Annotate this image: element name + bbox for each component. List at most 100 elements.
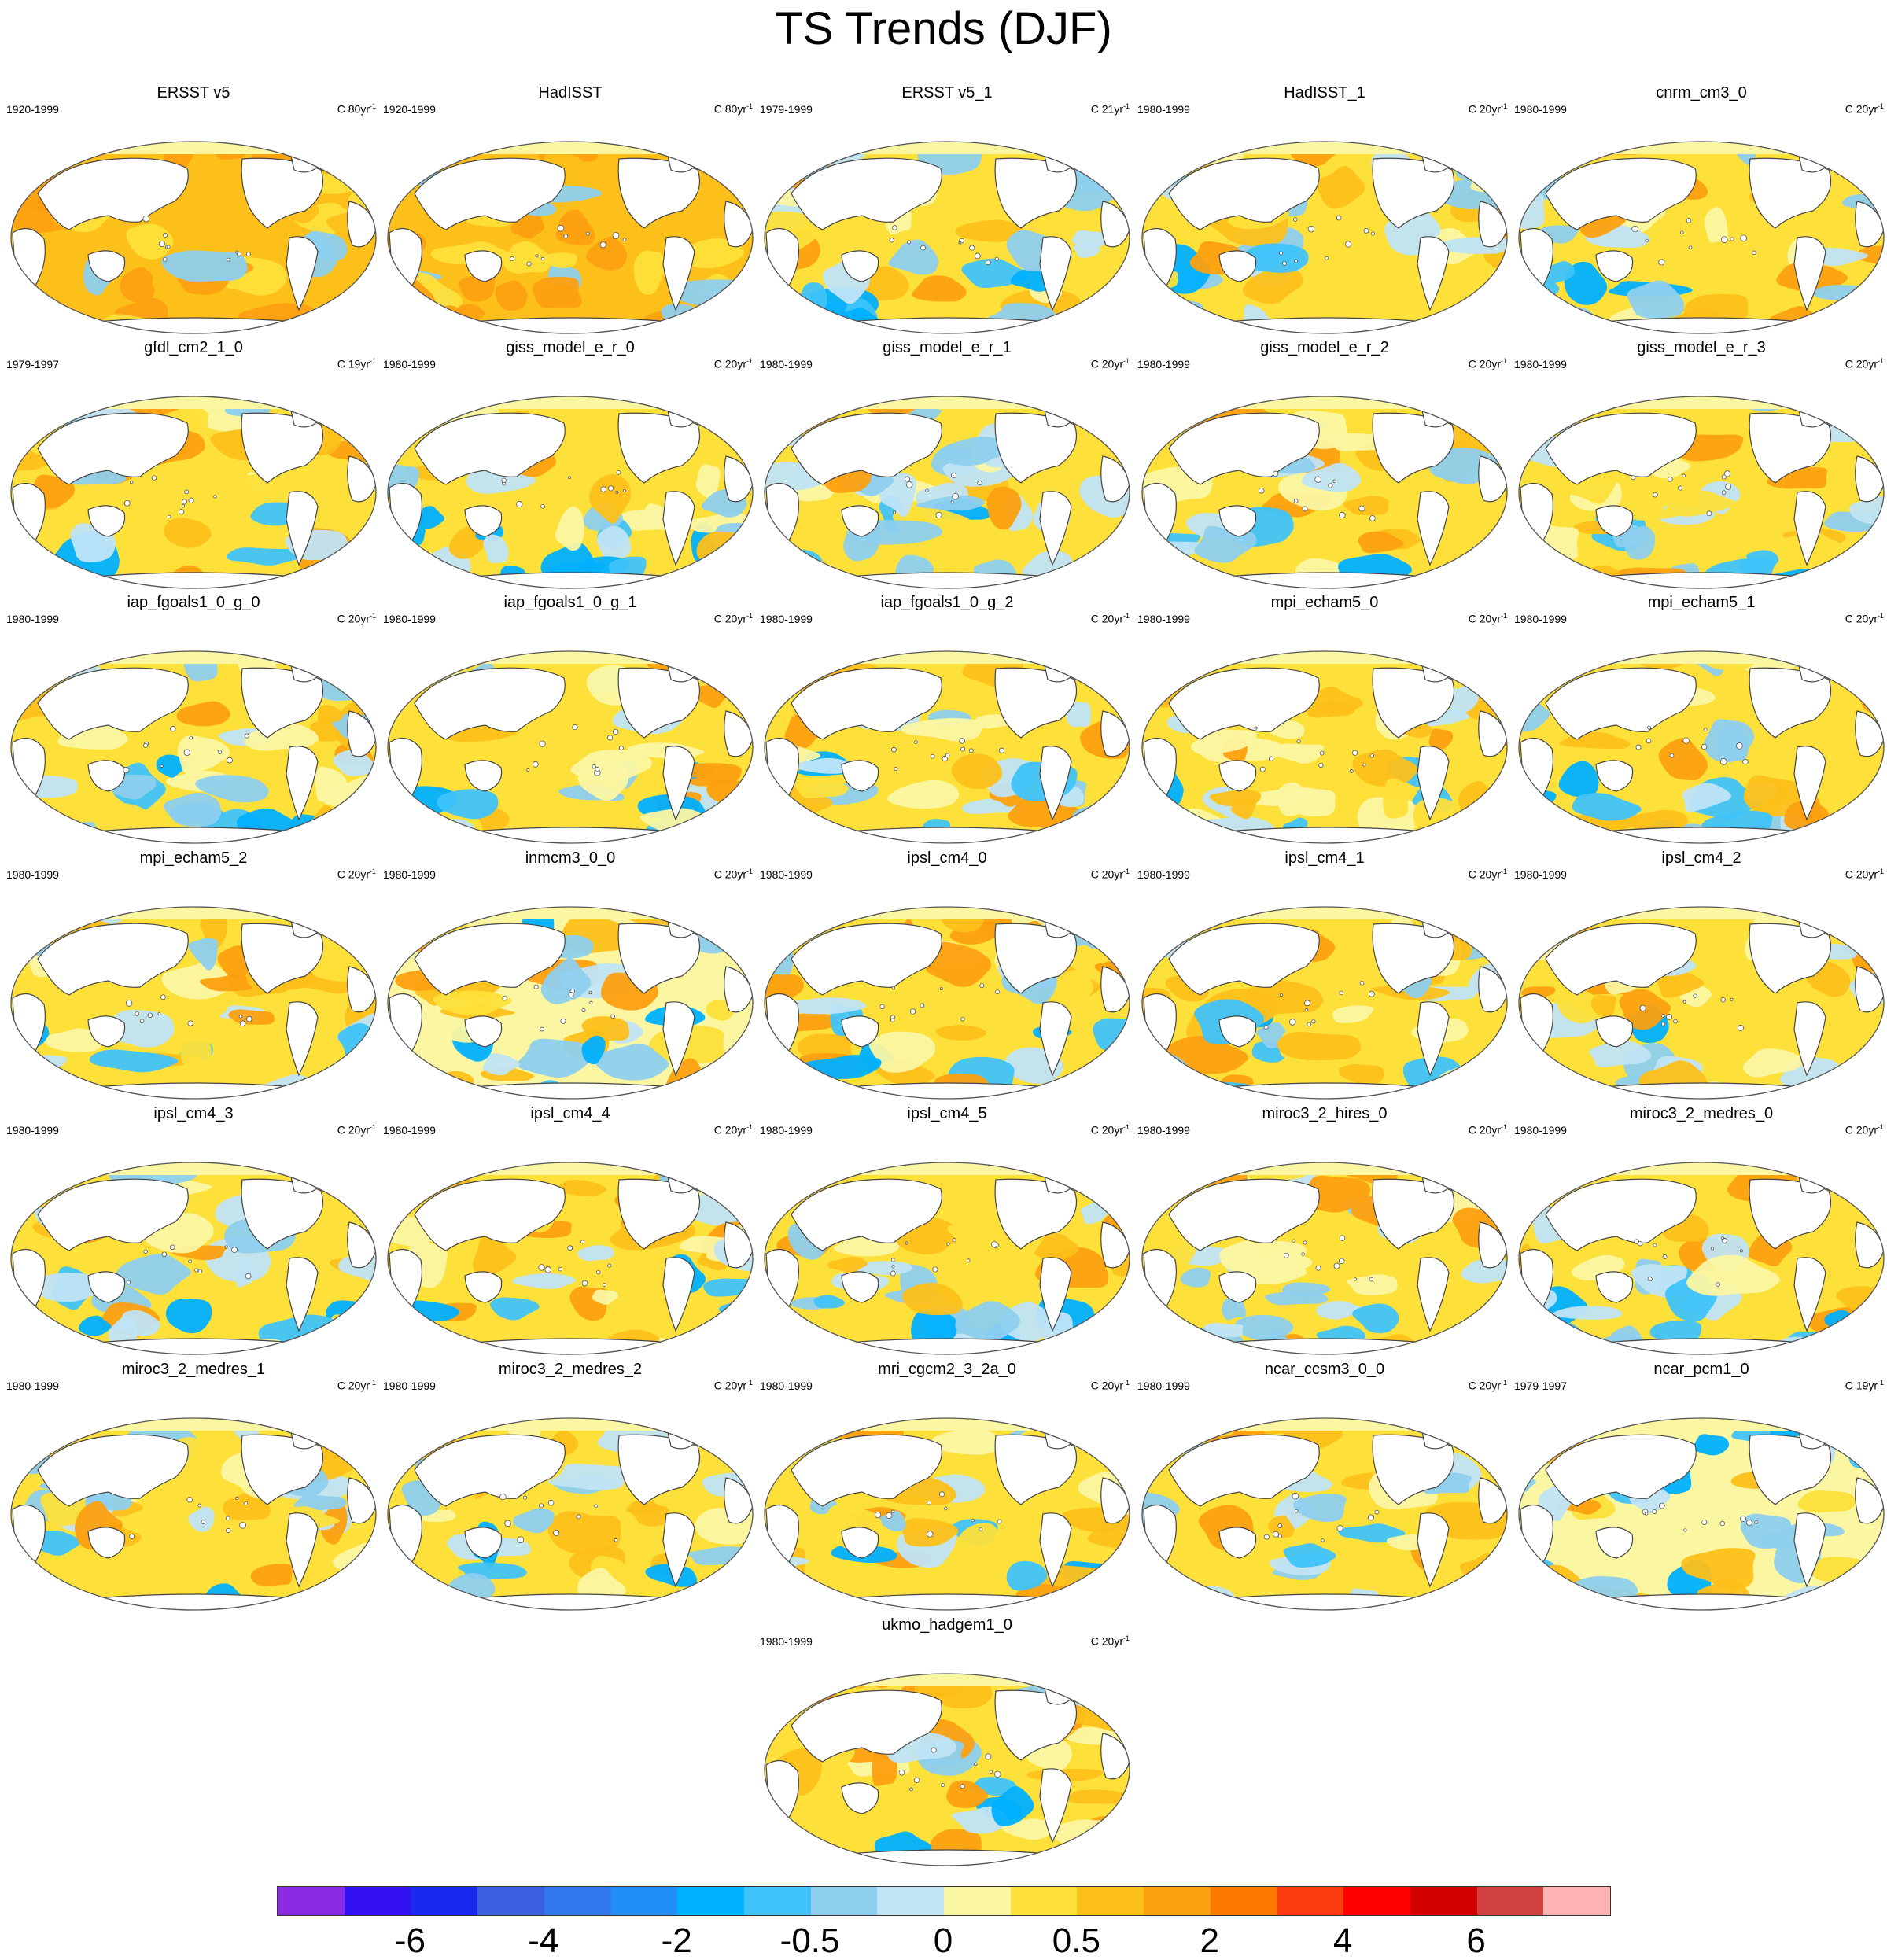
colorbar-swatch xyxy=(1476,1887,1544,1915)
panel-period: 1980-1999 xyxy=(760,1635,813,1648)
panel-title: HadISST_1 xyxy=(1284,84,1365,101)
map-panel: gfdl_cm2_1_0 1979-1997 C 19yr-1 xyxy=(6,338,381,590)
colorbar-tick-label: -4 xyxy=(528,1921,559,1960)
trend-map xyxy=(764,1673,1130,1866)
unit-prefix: C xyxy=(1845,868,1856,881)
unit-suffix: yr xyxy=(1491,102,1501,116)
unit-value: 20 xyxy=(724,868,738,881)
unit-prefix: C xyxy=(1090,868,1102,881)
panel-period: 1980-1999 xyxy=(1137,868,1190,881)
panel-title: ncar_ccsm3_0_0 xyxy=(1264,1361,1385,1378)
unit-prefix: C xyxy=(713,868,725,881)
unit-suffix: yr xyxy=(737,1123,746,1137)
unit-value: 20 xyxy=(1479,1123,1492,1137)
unit-value: 20 xyxy=(724,357,738,370)
colorbar xyxy=(277,1886,1611,1916)
map-panel: giss_model_e_r_1 1980-1999 C 20yr-1 xyxy=(760,338,1134,590)
unit-exponent: -1 xyxy=(1877,1379,1884,1387)
map-panel: ncar_ccsm3_0_0 1980-1999 C 20yr-1 xyxy=(1137,1360,1512,1612)
unit-prefix: C xyxy=(1468,102,1480,116)
map-panel: cnrm_cm3_0 1980-1999 C 20yr-1 xyxy=(1514,83,1887,335)
map-panel: giss_model_e_r_2 1980-1999 C 20yr-1 xyxy=(1137,338,1512,590)
trend-map xyxy=(10,141,377,334)
panel-title: iap_fgoals1_0_g_1 xyxy=(503,594,637,611)
unit-exponent: -1 xyxy=(1122,1379,1130,1387)
panel-period: 1980-1999 xyxy=(1514,358,1567,370)
unit-exponent: -1 xyxy=(746,612,753,620)
unit-prefix: C xyxy=(1845,1123,1856,1137)
panel-period: 1980-1999 xyxy=(6,868,59,881)
unit-value: 80 xyxy=(724,102,738,116)
unit-prefix: C xyxy=(1090,1123,1102,1137)
unit-suffix: yr xyxy=(360,868,370,881)
trend-map xyxy=(1141,1162,1508,1355)
panel-period: 1980-1999 xyxy=(760,613,813,625)
unit-exponent: -1 xyxy=(1122,102,1130,110)
panel-period: 1980-1999 xyxy=(383,1124,436,1137)
unit-value: 20 xyxy=(1856,868,1869,881)
unit-value: 20 xyxy=(1856,1123,1869,1137)
unit-prefix: C xyxy=(1468,357,1480,370)
unit-suffix: yr xyxy=(1114,357,1123,370)
map-panel: ERSST v5_1 1979-1999 C 21yr-1 xyxy=(760,83,1134,335)
panel-units: C 20yr-1 xyxy=(1469,1120,1507,1137)
unit-suffix: yr xyxy=(1114,1634,1123,1648)
panel-title: ipsl_cm4_2 xyxy=(1661,849,1741,867)
panel-units: C 20yr-1 xyxy=(1845,609,1884,626)
unit-suffix: yr xyxy=(1491,1123,1501,1137)
trend-map xyxy=(10,1162,377,1355)
trend-map xyxy=(1518,1162,1885,1355)
unit-suffix: yr xyxy=(1868,868,1878,881)
panel-period: 1920-1999 xyxy=(383,103,436,116)
unit-exponent: -1 xyxy=(1877,357,1884,365)
unit-prefix: C xyxy=(1845,1379,1856,1392)
unit-prefix: C xyxy=(1468,612,1480,625)
panel-units: C 20yr-1 xyxy=(337,1376,376,1393)
unit-value: 20 xyxy=(1101,612,1115,625)
panel-units: C 20yr-1 xyxy=(1845,354,1884,371)
trend-map xyxy=(764,141,1130,334)
unit-value: 20 xyxy=(1101,357,1115,370)
panel-title: ipsl_cm4_3 xyxy=(153,1105,234,1122)
panel-period: 1980-1999 xyxy=(760,1380,813,1392)
panel-units: C 20yr-1 xyxy=(1469,864,1507,882)
unit-exponent: -1 xyxy=(1500,1123,1507,1131)
trend-map xyxy=(387,1162,754,1355)
panel-title: giss_model_e_r_1 xyxy=(883,339,1012,356)
colorbar-swatch xyxy=(544,1887,611,1915)
map-panel: giss_model_e_r_3 1980-1999 C 20yr-1 xyxy=(1514,338,1887,590)
unit-prefix: C xyxy=(337,102,348,116)
panel-units: C 20yr-1 xyxy=(1469,354,1507,371)
panel-period: 1979-1999 xyxy=(760,103,813,116)
unit-suffix: yr xyxy=(1491,1379,1501,1392)
panel-period: 1980-1999 xyxy=(383,358,436,370)
panel-period: 1980-1999 xyxy=(383,1380,436,1392)
trend-map xyxy=(10,906,377,1100)
map-panel: inmcm3_0_0 1980-1999 C 20yr-1 xyxy=(383,849,757,1100)
unit-suffix: yr xyxy=(1491,612,1501,625)
unit-prefix: C xyxy=(337,357,348,370)
panel-units: C 19yr-1 xyxy=(337,354,376,371)
colorbar-swatch xyxy=(1543,1887,1611,1915)
unit-exponent: -1 xyxy=(369,1123,376,1131)
colorbar-tick-label: 2 xyxy=(1200,1921,1220,1960)
figure-title: TS Trends (DJF) xyxy=(775,3,1112,54)
panel-title: miroc3_2_hires_0 xyxy=(1262,1105,1388,1122)
unit-prefix: C xyxy=(1468,1379,1480,1392)
panel-title: giss_model_e_r_3 xyxy=(1637,339,1766,356)
panel-units: C 20yr-1 xyxy=(1091,609,1130,626)
unit-value: 20 xyxy=(1479,612,1492,625)
panel-title: ipsl_cm4_0 xyxy=(907,849,987,867)
panel-units: C 20yr-1 xyxy=(1845,864,1884,882)
panel-units: C 20yr-1 xyxy=(1091,1631,1130,1649)
unit-prefix: C xyxy=(1468,868,1480,881)
unit-prefix: C xyxy=(1090,1379,1102,1392)
panel-title: iap_fgoals1_0_g_0 xyxy=(127,594,260,611)
panel-period: 1920-1999 xyxy=(6,103,59,116)
colorbar-tick-label: -6 xyxy=(394,1921,426,1960)
unit-exponent: -1 xyxy=(1877,612,1884,620)
unit-suffix: yr xyxy=(737,868,746,881)
panel-period: 1980-1999 xyxy=(1137,103,1190,116)
unit-exponent: -1 xyxy=(369,1379,376,1387)
panel-title: ipsl_cm4_1 xyxy=(1284,849,1365,867)
